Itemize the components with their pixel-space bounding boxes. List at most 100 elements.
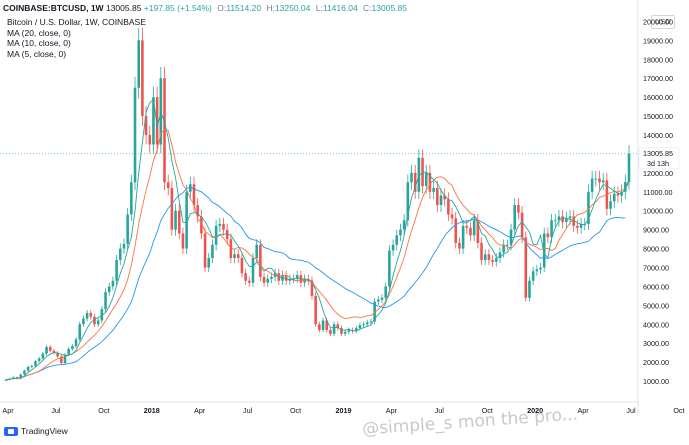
candle-body (329, 329, 332, 334)
candle-body (413, 172, 417, 192)
candle-body (48, 347, 52, 351)
candle-body (251, 258, 255, 283)
close-label: C: (363, 3, 372, 13)
y-tick-label: 7000.00 (643, 264, 669, 273)
candle-body (4, 379, 8, 381)
candle-body (310, 280, 314, 296)
candle-body (152, 97, 155, 145)
open-label: O: (217, 3, 227, 13)
last-price: 13005.85 (105, 3, 142, 13)
high-value: 13250.04 (274, 3, 311, 13)
x-tick-label: 2018 (144, 406, 160, 415)
candle-body (450, 214, 454, 219)
candle-body (365, 322, 369, 325)
tradingview-logo-icon (4, 427, 18, 437)
candle-body (421, 157, 424, 187)
candle-body (262, 276, 266, 283)
candle-body (281, 275, 284, 281)
open-value: 11514.20 (226, 3, 262, 13)
candle-body (565, 218, 568, 223)
x-tick-label: Oct (673, 406, 684, 415)
candle-body (362, 324, 365, 326)
currency-button[interactable]: USD (651, 15, 675, 29)
candle-body (598, 178, 601, 183)
y-tick-label: 9000.00 (643, 226, 669, 235)
candle-body (82, 318, 85, 325)
candle-body (259, 244, 262, 277)
candle-body (26, 366, 30, 371)
candle-body (340, 328, 343, 334)
candle-body (181, 233, 185, 249)
y-tick-label: 15000.00 (643, 112, 673, 121)
candle-body (487, 254, 491, 260)
y-tick-label: 20000.00 (643, 17, 673, 26)
candle-body (45, 347, 48, 354)
y-tick-label: 8000.00 (643, 245, 669, 254)
x-tick-label: Apr (577, 406, 589, 415)
candle-body (60, 356, 63, 364)
candle-body (318, 324, 321, 330)
candle-body (517, 205, 520, 213)
candle-body (369, 321, 373, 323)
x-tick-label: Jul (51, 406, 61, 415)
candle-body (37, 358, 41, 362)
candle-body (506, 244, 509, 246)
candle-body (513, 205, 517, 230)
candle-body (270, 276, 273, 279)
candle-body (321, 320, 325, 330)
candle-body (222, 223, 225, 230)
y-tick-label: 3000.00 (643, 339, 669, 348)
indicator-legend: Bitcoin / U.S. Dollar, 1W, COINBASE MA (… (7, 17, 146, 59)
candle-body (553, 220, 557, 222)
candle-body (612, 193, 616, 202)
candle-body (424, 172, 428, 187)
candle-body (85, 312, 89, 319)
x-tick-label: Oct (482, 406, 493, 415)
candle-body (428, 172, 432, 192)
candle-body (203, 233, 207, 268)
candle-body (314, 295, 317, 325)
candle-body (384, 286, 387, 298)
candle-body (130, 182, 133, 215)
candle-body (461, 225, 465, 249)
ma20-legend[interactable]: MA (20, close, 0) (7, 27, 71, 38)
candle-body (166, 182, 170, 189)
ma5-line (5, 98, 630, 381)
candle-body (531, 271, 535, 281)
x-tick-label: Oct (290, 406, 301, 415)
high-label: H: (266, 3, 275, 13)
candle-body (332, 324, 336, 334)
y-tick-label: 6000.00 (643, 282, 669, 291)
y-tick-label: 19000.00 (643, 36, 673, 45)
candle-body (391, 244, 395, 251)
candle-body (200, 216, 203, 234)
candle-body (141, 40, 144, 117)
y-tick-label: 17000.00 (643, 74, 673, 83)
candle-body (472, 220, 476, 236)
ma10-line (5, 129, 630, 381)
y-tick-label: 5000.00 (643, 301, 669, 310)
candle-body (476, 220, 480, 243)
candle-body (207, 258, 211, 268)
candle-body (568, 216, 572, 219)
candle-body (218, 223, 222, 226)
candle-body (115, 259, 118, 281)
candle-body (248, 280, 251, 283)
candle-body (100, 309, 104, 321)
candle-body (550, 220, 553, 238)
candle-body (244, 273, 247, 281)
low-label: L: (315, 3, 323, 13)
candle-body (74, 339, 78, 347)
ma5-legend[interactable]: MA (5, close, 0) (7, 48, 67, 59)
candle-body (295, 275, 299, 279)
candle-body (539, 267, 542, 270)
x-tick-label: Jul (626, 406, 636, 415)
series-title[interactable]: Bitcoin / U.S. Dollar, 1W, COINBASE (7, 17, 146, 27)
ma10-legend[interactable]: MA (10, close, 0) (7, 38, 71, 48)
candle-body (71, 346, 74, 349)
candle-body (347, 329, 351, 332)
low-value: 11416.04 (322, 3, 358, 13)
x-tick-label: Oct (98, 406, 109, 415)
candle-body (170, 188, 174, 230)
